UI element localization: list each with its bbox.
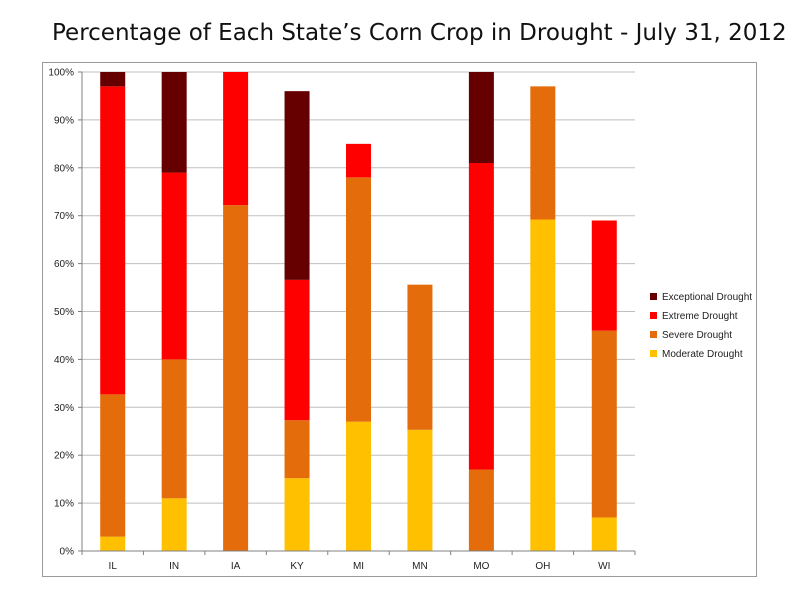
- bar-il-exceptional-drought: [100, 72, 126, 87]
- bar-il-moderate-drought: [100, 536, 126, 551]
- bar-wi-severe-drought: [591, 330, 617, 518]
- y-tick-label: 80%: [54, 163, 74, 174]
- x-tick-label-wi: WI: [598, 561, 610, 572]
- bar-ia-extreme-drought: [223, 72, 249, 206]
- legend-label: Moderate Drought: [662, 349, 743, 360]
- legend-item-extreme-drought[interactable]: Extreme Drought: [650, 311, 738, 322]
- bar-ia-severe-drought: [223, 205, 249, 552]
- legend-label: Severe Drought: [662, 330, 732, 341]
- y-tick-label: 10%: [54, 499, 74, 510]
- x-tick-labels: IL IN IA KY MI MN MO OH WI: [109, 561, 611, 572]
- bars: [100, 72, 617, 552]
- legend-swatch: [650, 331, 657, 338]
- legend-swatch: [650, 312, 657, 319]
- y-tick-label: 90%: [54, 115, 74, 126]
- bar-ky-extreme-drought: [284, 279, 310, 421]
- bar-wi-extreme-drought: [591, 220, 617, 331]
- bar-in-exceptional-drought: [161, 72, 187, 173]
- bar-oh-severe-drought: [530, 86, 556, 220]
- y-tick-label: 20%: [54, 451, 74, 462]
- bar-in-moderate-drought: [161, 498, 187, 551]
- legend-label: Extreme Drought: [662, 311, 738, 322]
- x-tick-label-mn: MN: [412, 561, 428, 572]
- y-tick-labels: 0% 10% 20% 30% 40% 50% 60% 70% 80% 90% 100%: [48, 68, 74, 558]
- bar-mn-severe-drought: [407, 284, 433, 430]
- x-tick-label-ky: KY: [290, 561, 304, 572]
- bar-mn-moderate-drought: [407, 429, 433, 551]
- chart-title: Percentage of Each State’s Corn Crop in …: [52, 20, 787, 46]
- bar-in-extreme-drought: [161, 172, 187, 360]
- bar-il-extreme-drought: [100, 86, 126, 395]
- legend-item-moderate-drought[interactable]: Moderate Drought: [650, 349, 743, 360]
- y-tick-label: 60%: [54, 259, 74, 270]
- x-tick-label-ia: IA: [231, 561, 241, 572]
- y-tick-label: 100%: [48, 68, 74, 79]
- bar-ky-moderate-drought: [284, 478, 310, 551]
- legend-item-exceptional-drought[interactable]: Exceptional Drought: [650, 292, 752, 303]
- legend-swatch: [650, 350, 657, 357]
- bar-mo-severe-drought: [468, 469, 494, 551]
- axes: [78, 71, 636, 555]
- bar-il-severe-drought: [100, 394, 126, 537]
- legend-label: Exceptional Drought: [662, 292, 752, 303]
- bar-in-severe-drought: [161, 359, 187, 499]
- x-tick-label-il: IL: [109, 561, 118, 572]
- bar-ky-severe-drought: [284, 420, 310, 479]
- y-tick-label: 30%: [54, 403, 74, 414]
- x-tick-label-mi: MI: [353, 561, 364, 572]
- legend-swatch: [650, 293, 657, 300]
- y-tick-label: 40%: [54, 355, 74, 366]
- legend-item-severe-drought[interactable]: Severe Drought: [650, 330, 732, 341]
- bar-mi-severe-drought: [346, 177, 371, 422]
- bar-mo-exceptional-drought: [468, 72, 494, 164]
- x-tick-label-in: IN: [169, 561, 179, 572]
- bar-oh-moderate-drought: [530, 219, 556, 552]
- y-tick-label: 50%: [54, 307, 74, 318]
- legend: Exceptional Drought Extreme Drought Severe…: [650, 292, 752, 360]
- chart-frame: [42, 62, 757, 577]
- y-tick-label: 0%: [60, 547, 75, 558]
- bar-mi-extreme-drought: [346, 143, 371, 178]
- y-tick-label: 70%: [54, 211, 74, 222]
- bar-wi-moderate-drought: [591, 517, 617, 551]
- bar-mo-extreme-drought: [468, 163, 494, 470]
- bar-mi-moderate-drought: [346, 421, 371, 551]
- x-tick-label-oh: OH: [535, 561, 550, 572]
- x-tick-label-mo: MO: [473, 561, 489, 572]
- bar-ky-exceptional-drought: [284, 91, 310, 280]
